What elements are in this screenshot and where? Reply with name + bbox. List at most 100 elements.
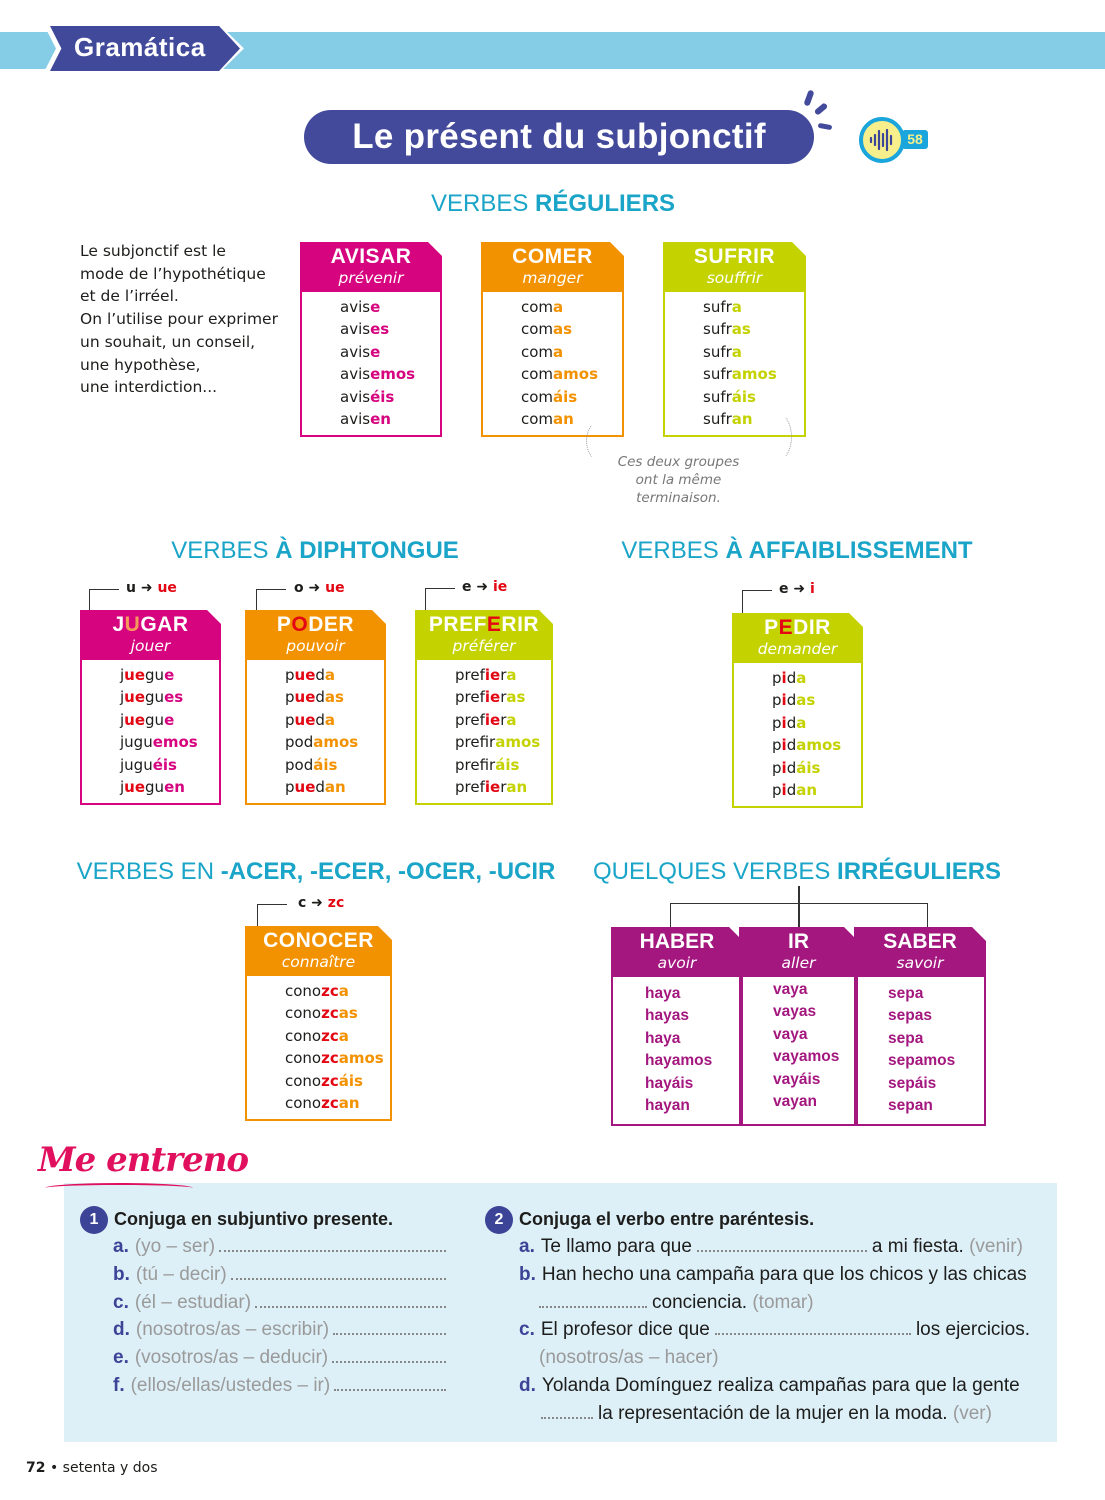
card-header: PEDIR demander [732,613,863,663]
form-segment: sufr [703,320,732,339]
conjugated-form: vayáis [773,1070,821,1088]
form-segment: zc [321,1071,339,1090]
exercise-item: d. Yolanda Domínguez realiza campañas par… [519,1372,1030,1400]
vowel-change-rule: o ➜ ue [294,580,345,596]
form-segment: zc [321,1004,339,1023]
answer-blank[interactable] [219,1238,446,1252]
audio-wave-icon[interactable] [859,117,905,163]
form-segment: es [164,688,184,707]
form-segment: sufr [703,342,732,361]
form-segment: a [553,298,564,316]
answer-blank[interactable] [332,1349,446,1364]
form-segment: jugu [120,733,153,752]
intro-text: Le subjonctif est le mode de l’hypothétiq… [80,240,280,399]
dotted-arrow [586,420,616,462]
note-line: Ces deux groupes [617,454,740,470]
title-segment: GAR [140,613,189,636]
irregular-verb-header: HABER avoir [611,927,743,977]
form-segment: j [120,710,125,729]
section-heading-regular: VERBES RÉGULIERS [431,190,675,218]
heading-bold: IRRÉGULIERS [837,858,1002,885]
dotted-arrow [760,412,792,462]
verb-hint: (nosotros/as – hacer) [539,1347,719,1369]
form-segment: sufr [703,365,732,384]
conjugated-form: sufra [703,341,804,363]
verb-hint: (venir) [969,1236,1023,1257]
form-segment: gu [145,710,165,729]
form-segment: a [506,710,517,729]
form-segment: amos [553,365,599,384]
rule-bracket [425,588,455,610]
conjugated-form: pidan [772,779,861,801]
exercise-2-instruction: 2 Conjuga el verbo entre paréntesis. [485,1206,1030,1234]
section-heading-diphthong: VERBES À DIPHTONGUE [171,537,459,565]
intro-line: une hypothèse, [80,355,201,374]
title-segment: E [486,613,502,636]
separator: • [49,1460,59,1476]
answer-blank[interactable] [255,1294,446,1308]
conjugated-form: juguéis [120,754,219,776]
exercise-1-instruction: 1 Conjuga en subjuntivo presente. [80,1206,450,1234]
conjugated-form: suframos [703,363,804,385]
form-segment: jugu [120,755,153,774]
verb-card-jugar: JUGAR jouer juegue juegues juegue juguemos jug… [80,610,221,806]
exercise-item: b. (tú – decir) [113,1261,450,1289]
form-segment: i [781,713,787,732]
form-segment: p [772,691,782,710]
item-letter: f. [113,1374,125,1396]
card-header: AVISAR prévenir [300,242,442,292]
form-segment: áis [313,755,338,774]
practice-heading: Me entreno [38,1140,249,1180]
conjugated-form: podamos [285,731,384,753]
form-segment: pod [285,733,314,752]
form-segment: com [521,365,554,384]
form-segment: éis [152,755,177,774]
conjugated-form: vaya [773,981,808,998]
rule-bracket [256,589,286,610]
verb-translation: demander [757,640,838,658]
item-text: Han hecho una campaña para que los chico… [541,1263,1027,1285]
conjugated-form: hayas [645,1007,689,1025]
form-segment: i [781,669,787,687]
form-segment: éis [370,387,395,406]
conjugated-form: juegues [120,686,219,708]
title-segment: P [276,613,292,636]
heading-underline [45,1183,193,1193]
exercise-item: d. (nosotros/as – escribir) [113,1316,450,1344]
rule-bracket [89,589,119,610]
answer-blank[interactable] [696,1238,867,1252]
answer-blank[interactable] [541,1405,593,1419]
intro-line: un souhait, un conseil, [80,332,256,351]
item-prompt: (vosotros/as – deducir) [134,1347,329,1369]
item-text: conciencia. [652,1291,748,1313]
conjugated-form: sepa [888,1029,924,1047]
form-segment: e [370,342,381,361]
form-segment: p [772,669,782,687]
form-segment: a [731,342,742,361]
verb-title: CONOCER [245,930,392,952]
answer-blank[interactable] [539,1294,647,1308]
form-segment: a [553,342,564,361]
form-segment: an [324,778,346,797]
form-segment: a [324,710,336,729]
conjugated-form: conozca [285,980,390,1002]
answer-blank[interactable] [230,1266,446,1280]
form-segment: d [786,691,797,710]
conjugated-form: pueda [285,709,384,731]
form-segment: as [731,320,751,339]
form-segment: zc [321,1049,339,1068]
form-segment: pref [455,666,485,684]
form-segment: zc [321,982,339,1000]
answer-blank[interactable] [714,1321,911,1336]
item-letter: c. [113,1291,129,1313]
conjugated-form: aviséis [340,386,440,408]
form-segment: ie [484,666,501,684]
rule-to: i [809,581,815,597]
form-segment: avis [340,410,371,429]
arrow-right-icon: ➜ [303,580,326,596]
answer-blank[interactable] [333,1321,446,1336]
form-segment: amos [495,733,541,752]
item-letter: b. [113,1263,130,1285]
answer-blank[interactable] [334,1377,446,1391]
conjugated-form: haya [645,985,681,1002]
